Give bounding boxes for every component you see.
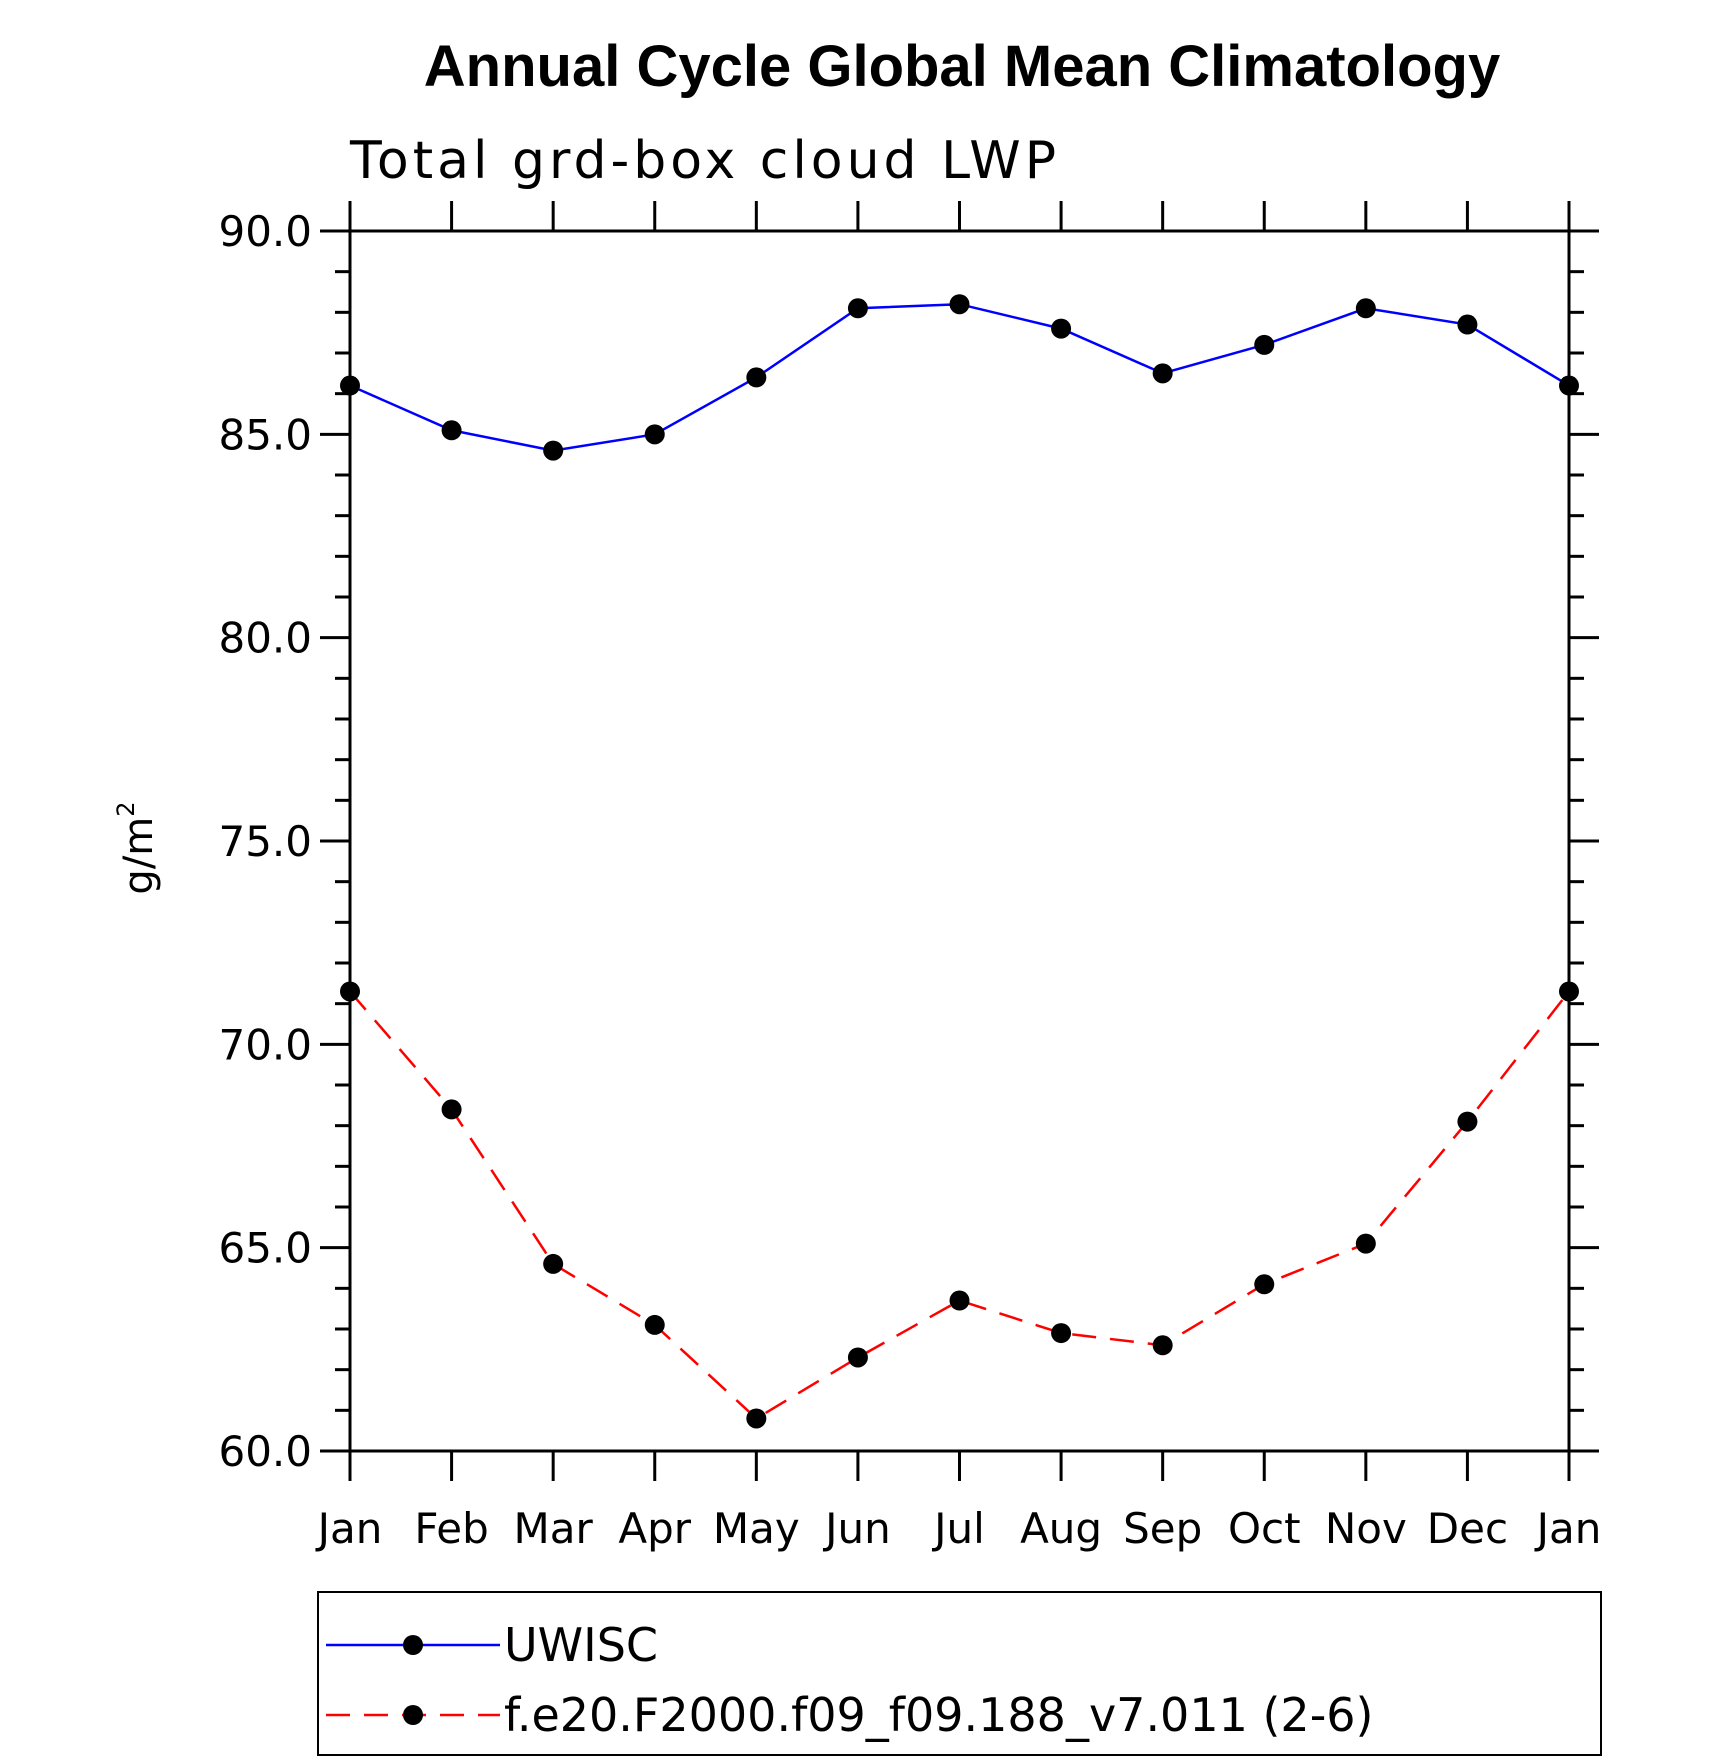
legend: UWISC f.e20.F2000.f09_f09.188_v7.011 (2-6… bbox=[317, 1591, 1602, 1756]
x-tick-label: Nov bbox=[1325, 1504, 1407, 1553]
series-2-point bbox=[1051, 1323, 1072, 1344]
y-axis-label-text: g/m bbox=[116, 817, 162, 895]
series-1-point bbox=[847, 298, 868, 319]
x-tick-label: Jan bbox=[1534, 1504, 1602, 1553]
series-line-2 bbox=[349, 990, 1570, 1421]
y-axis-label: g/m2 bbox=[112, 801, 162, 894]
y-axis-tick-labels: 60.0 65.0 70.0 75.0 80.0 85.0 90.0 bbox=[218, 207, 312, 1476]
y-tick-label: 60.0 bbox=[218, 1427, 312, 1476]
x-tick-label: Aug bbox=[1020, 1504, 1102, 1553]
x-tick-label: May bbox=[713, 1504, 800, 1553]
legend-box bbox=[317, 1591, 1602, 1756]
legend-marker-1 bbox=[403, 1635, 423, 1655]
legend-marker-2 bbox=[403, 1705, 423, 1725]
series-2-point bbox=[1355, 1233, 1376, 1254]
series-line-1 bbox=[349, 302, 1570, 452]
series-2-point bbox=[1457, 1111, 1478, 1132]
series-layer bbox=[340, 294, 1579, 1429]
y-tick-label: 70.0 bbox=[218, 1020, 312, 1069]
chart-title: Annual Cycle Global Mean Climatology bbox=[424, 34, 1500, 99]
series-1-point bbox=[543, 440, 564, 461]
series-2-point bbox=[1254, 1274, 1275, 1295]
x-tick-label: Apr bbox=[618, 1504, 691, 1553]
series-2-point bbox=[949, 1290, 970, 1311]
x-tick-label: Jul bbox=[931, 1504, 985, 1553]
series-1-point bbox=[949, 294, 970, 315]
series-1-point bbox=[1457, 314, 1478, 335]
series-2-point bbox=[543, 1253, 564, 1274]
x-tick-label: Jun bbox=[822, 1504, 891, 1553]
chart-subtitle: Total grd-box cloud LWP bbox=[349, 131, 1060, 191]
x-tick-label: Feb bbox=[414, 1504, 488, 1553]
series-1-point bbox=[1254, 334, 1275, 355]
legend-label-1: UWISC bbox=[504, 1618, 658, 1672]
axis-ticks bbox=[320, 201, 1599, 1481]
y-tick-label: 90.0 bbox=[218, 207, 312, 256]
y-tick-label: 80.0 bbox=[218, 614, 312, 663]
x-tick-label: Jan bbox=[315, 1504, 383, 1553]
y-tick-label: 75.0 bbox=[218, 817, 312, 866]
series-1-point bbox=[746, 367, 767, 388]
series-2-point bbox=[644, 1314, 665, 1335]
series-2-point bbox=[1152, 1335, 1173, 1356]
series-1-point bbox=[644, 424, 665, 445]
y-axis-label-superscript: 2 bbox=[112, 801, 140, 816]
series-1-point bbox=[1051, 318, 1072, 339]
y-tick-label: 85.0 bbox=[218, 410, 312, 459]
series-2-point bbox=[441, 1099, 462, 1120]
x-tick-label: Dec bbox=[1427, 1504, 1508, 1553]
x-tick-label: Oct bbox=[1228, 1504, 1301, 1553]
x-axis-tick-labels: Jan Feb Mar Apr May Jun Jul Aug Sep Oct Nov Dec Jan bbox=[315, 1504, 1602, 1553]
series-2-point bbox=[746, 1408, 767, 1429]
series-1-point bbox=[1355, 298, 1376, 319]
plot-frame bbox=[348, 229, 1571, 1453]
series-2-point bbox=[847, 1347, 868, 1368]
series-1-point bbox=[441, 420, 462, 441]
series-1-point bbox=[1152, 363, 1173, 384]
legend-label-2: f.e20.F2000.f09_f09.188_v7.011 (2-6) bbox=[504, 1688, 1374, 1742]
x-tick-label: Mar bbox=[514, 1504, 594, 1553]
y-tick-label: 65.0 bbox=[218, 1224, 312, 1273]
x-tick-label: Sep bbox=[1123, 1504, 1202, 1553]
